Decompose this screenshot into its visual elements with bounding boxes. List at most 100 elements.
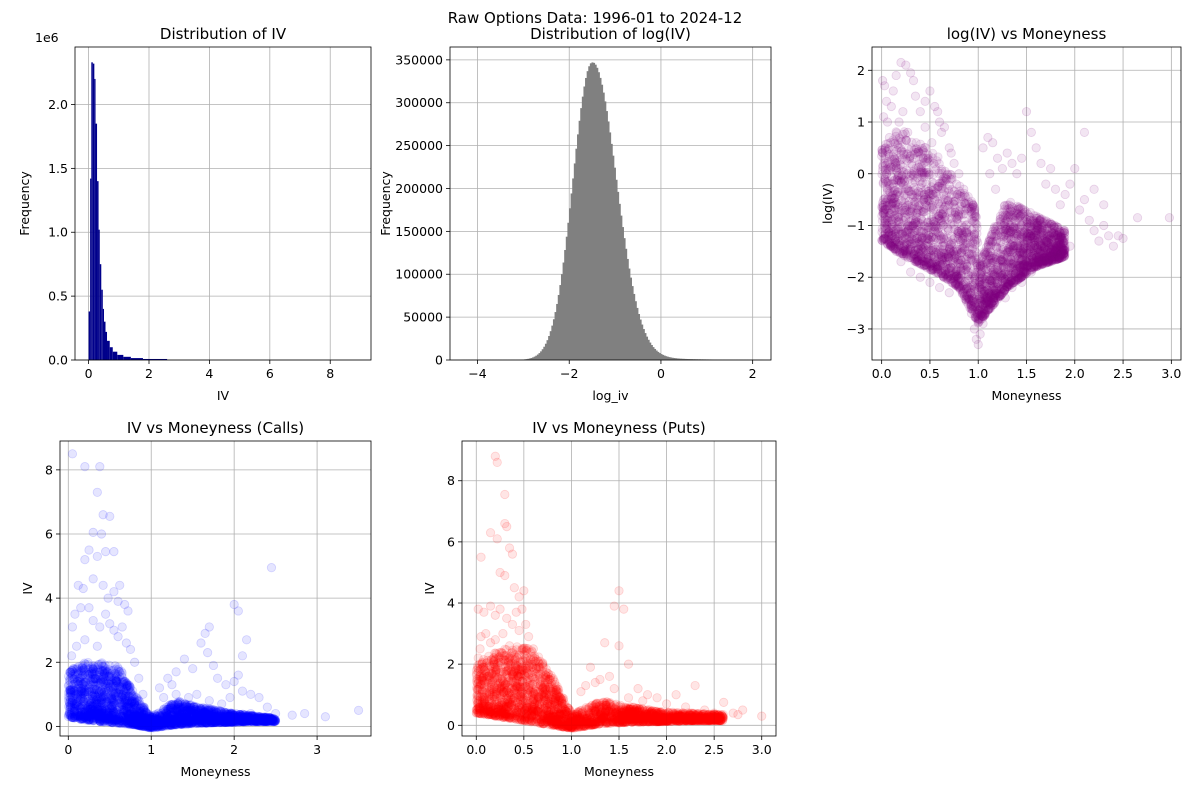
scatter-point [912, 233, 922, 243]
scatter-point [931, 265, 941, 275]
scatter-point [939, 249, 950, 259]
scatter-point [931, 244, 941, 254]
scatter-point [905, 232, 915, 242]
scatter-point [880, 229, 890, 239]
scatter-point [887, 242, 897, 252]
scatter-point [961, 294, 971, 304]
scatter-point [929, 178, 939, 189]
scatter-point [887, 190, 897, 201]
scatter-point [885, 228, 896, 239]
scatter-point [905, 221, 915, 231]
scatter-point [880, 218, 890, 228]
scatter-point [953, 273, 963, 284]
scatter-point [950, 278, 960, 288]
scatter-point [905, 242, 915, 252]
scatter-point [906, 159, 917, 169]
scatter-point [913, 256, 923, 266]
scatter-point [881, 205, 891, 215]
histogram-bar [633, 293, 636, 360]
scatter-point [891, 246, 901, 256]
scatter-point [915, 107, 925, 117]
scatter-point [881, 224, 891, 234]
scatter-point [954, 280, 964, 291]
scatter-point [880, 234, 890, 244]
scatter-point [964, 249, 974, 259]
scatter-point [946, 262, 956, 273]
scatter-point [924, 245, 934, 255]
scatter-point [934, 211, 944, 221]
scatter-point [929, 252, 939, 262]
scatter-point [944, 186, 954, 197]
scatter-point [883, 231, 893, 241]
scatter-point [880, 143, 890, 154]
scatter-point [937, 164, 947, 174]
y-tick-label: 150000 [395, 224, 443, 239]
scatter-point [893, 244, 904, 254]
scatter-point [880, 215, 890, 225]
scatter-point [970, 208, 980, 219]
scatter-point [966, 196, 977, 206]
scatter-point [920, 96, 930, 106]
scatter-point [921, 262, 932, 272]
scatter-point [881, 153, 891, 163]
scatter-point [970, 246, 980, 256]
scatter-point [937, 199, 947, 209]
scatter-point [913, 146, 924, 157]
scatter-point [920, 148, 930, 158]
scatter-point [893, 140, 903, 150]
scatter-point [888, 86, 898, 96]
scatter-point [970, 278, 980, 289]
scatter-point [877, 151, 887, 161]
scatter-point [962, 246, 972, 257]
scatter-point [908, 170, 918, 180]
scatter-point [917, 235, 927, 246]
scatter-point [1007, 158, 1017, 169]
scatter-point [891, 158, 901, 168]
histogram-bar [673, 358, 676, 360]
scatter-point [880, 204, 890, 214]
scatter-point [123, 700, 133, 710]
scatter-point [959, 197, 970, 207]
scatter-point [879, 174, 890, 184]
scatter-point [1001, 246, 1011, 256]
scatter-point [951, 266, 961, 277]
scatter-point [965, 238, 976, 248]
scatter-point [912, 208, 922, 218]
scatter-point [896, 146, 906, 156]
histogram-bar [109, 347, 113, 360]
scatter-point [956, 255, 966, 265]
scatter-point [951, 267, 961, 277]
scatter-point [879, 154, 889, 164]
scatter-point [925, 250, 936, 260]
scatter-point [886, 231, 896, 241]
scatter-point [1049, 221, 1059, 231]
scatter-point [967, 202, 978, 212]
scatter-point [887, 230, 898, 240]
scatter-point [954, 276, 964, 286]
scatter-point [970, 273, 980, 283]
scatter-point [966, 300, 976, 310]
scatter-point [939, 241, 949, 251]
x-tick-label: 2 [749, 366, 757, 381]
scatter-point [907, 160, 917, 171]
scatter-point [917, 167, 928, 177]
scatter-point [915, 226, 925, 237]
scatter-point [929, 232, 939, 243]
scatter-point [904, 245, 914, 255]
scatter-point [904, 235, 914, 245]
histogram-bar [649, 342, 652, 360]
scatter-point [950, 208, 960, 218]
scatter-point [887, 193, 897, 203]
scatter-point [962, 228, 972, 238]
logiv_scatter-marks [877, 57, 1175, 350]
scatter-point [926, 265, 936, 275]
scatter-point [882, 183, 892, 193]
scatter-point [931, 256, 941, 266]
scatter-point [894, 238, 905, 248]
scatter-point [910, 167, 920, 178]
scatter-point [914, 221, 924, 231]
scatter-point [947, 238, 957, 248]
scatter-point [950, 272, 960, 282]
scatter-point [1026, 267, 1036, 277]
scatter-point [919, 172, 929, 182]
